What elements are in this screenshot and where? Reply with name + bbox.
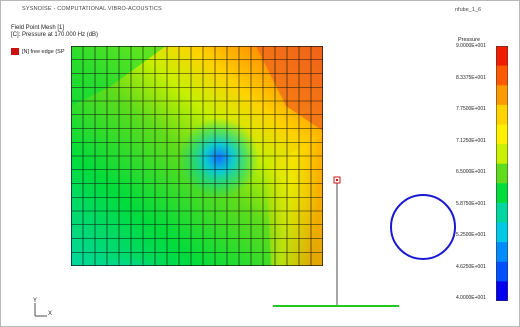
colorbar-band: [496, 124, 508, 145]
colorbar-band: [496, 104, 508, 125]
colorbar-label: 5.2500E+001: [456, 232, 486, 238]
colorbar: [496, 46, 508, 301]
free-edge-legend: [N] free edge (SP: [11, 48, 65, 55]
colorbar-band: [496, 202, 508, 224]
colorbar-label: 4.6250E+001: [456, 263, 486, 270]
axis-svg: [34, 303, 47, 317]
colorbar-band: [496, 242, 508, 263]
colorbar-label: 7.7500E+001: [456, 106, 486, 112]
colorbar-band: [496, 144, 508, 165]
colorbar-band: [496, 65, 508, 86]
colorbar-band: [496, 183, 508, 204]
pressure-contour-mesh[interactable]: [71, 46, 323, 266]
plot-info: Field Point Mesh [1] [C]: Pressure at 17…: [11, 25, 98, 39]
circular-mesh[interactable]: [390, 194, 456, 260]
colorbar-label: 9.0000E+001: [456, 43, 486, 49]
axis-triad: [7, 291, 57, 321]
colorbar-band: [496, 261, 508, 282]
contour-plot: [71, 46, 323, 266]
colorbar-svg: [496, 46, 508, 301]
app-title: SYSNOISE - COMPUTATIONAL VIBRO-ACOUSTICS: [22, 6, 162, 12]
colorbar-band: [496, 281, 508, 301]
colorbar-title: Pressure: [458, 37, 481, 43]
receiver-node-core: [336, 179, 338, 181]
axis-x-label: X: [48, 311, 53, 317]
colorbar-band: [496, 46, 508, 67]
colorbar-band: [496, 163, 508, 184]
mesh-name: Field Point Mesh [1]: [11, 25, 65, 31]
free-edge-label: [N] free edge (SP: [22, 48, 65, 55]
file-name: nfube_1_6: [455, 7, 481, 13]
colorbar-label: 4.0000E+001: [456, 295, 486, 301]
axis-y-label: Y: [33, 298, 38, 304]
colorbar-band: [496, 85, 508, 106]
result-label: [C]: Pressure at 170.000 Hz (dB): [11, 32, 99, 38]
colorbar-label: 8.3375E+001: [456, 74, 486, 81]
colorbar-label: 5.8750E+001: [456, 200, 486, 207]
colorbar-band: [496, 222, 508, 243]
colorbar-label: 7.1250E+001: [456, 137, 486, 144]
free-edge-swatch: [11, 48, 19, 55]
colorbar-label: 6.5000E+001: [456, 169, 486, 175]
